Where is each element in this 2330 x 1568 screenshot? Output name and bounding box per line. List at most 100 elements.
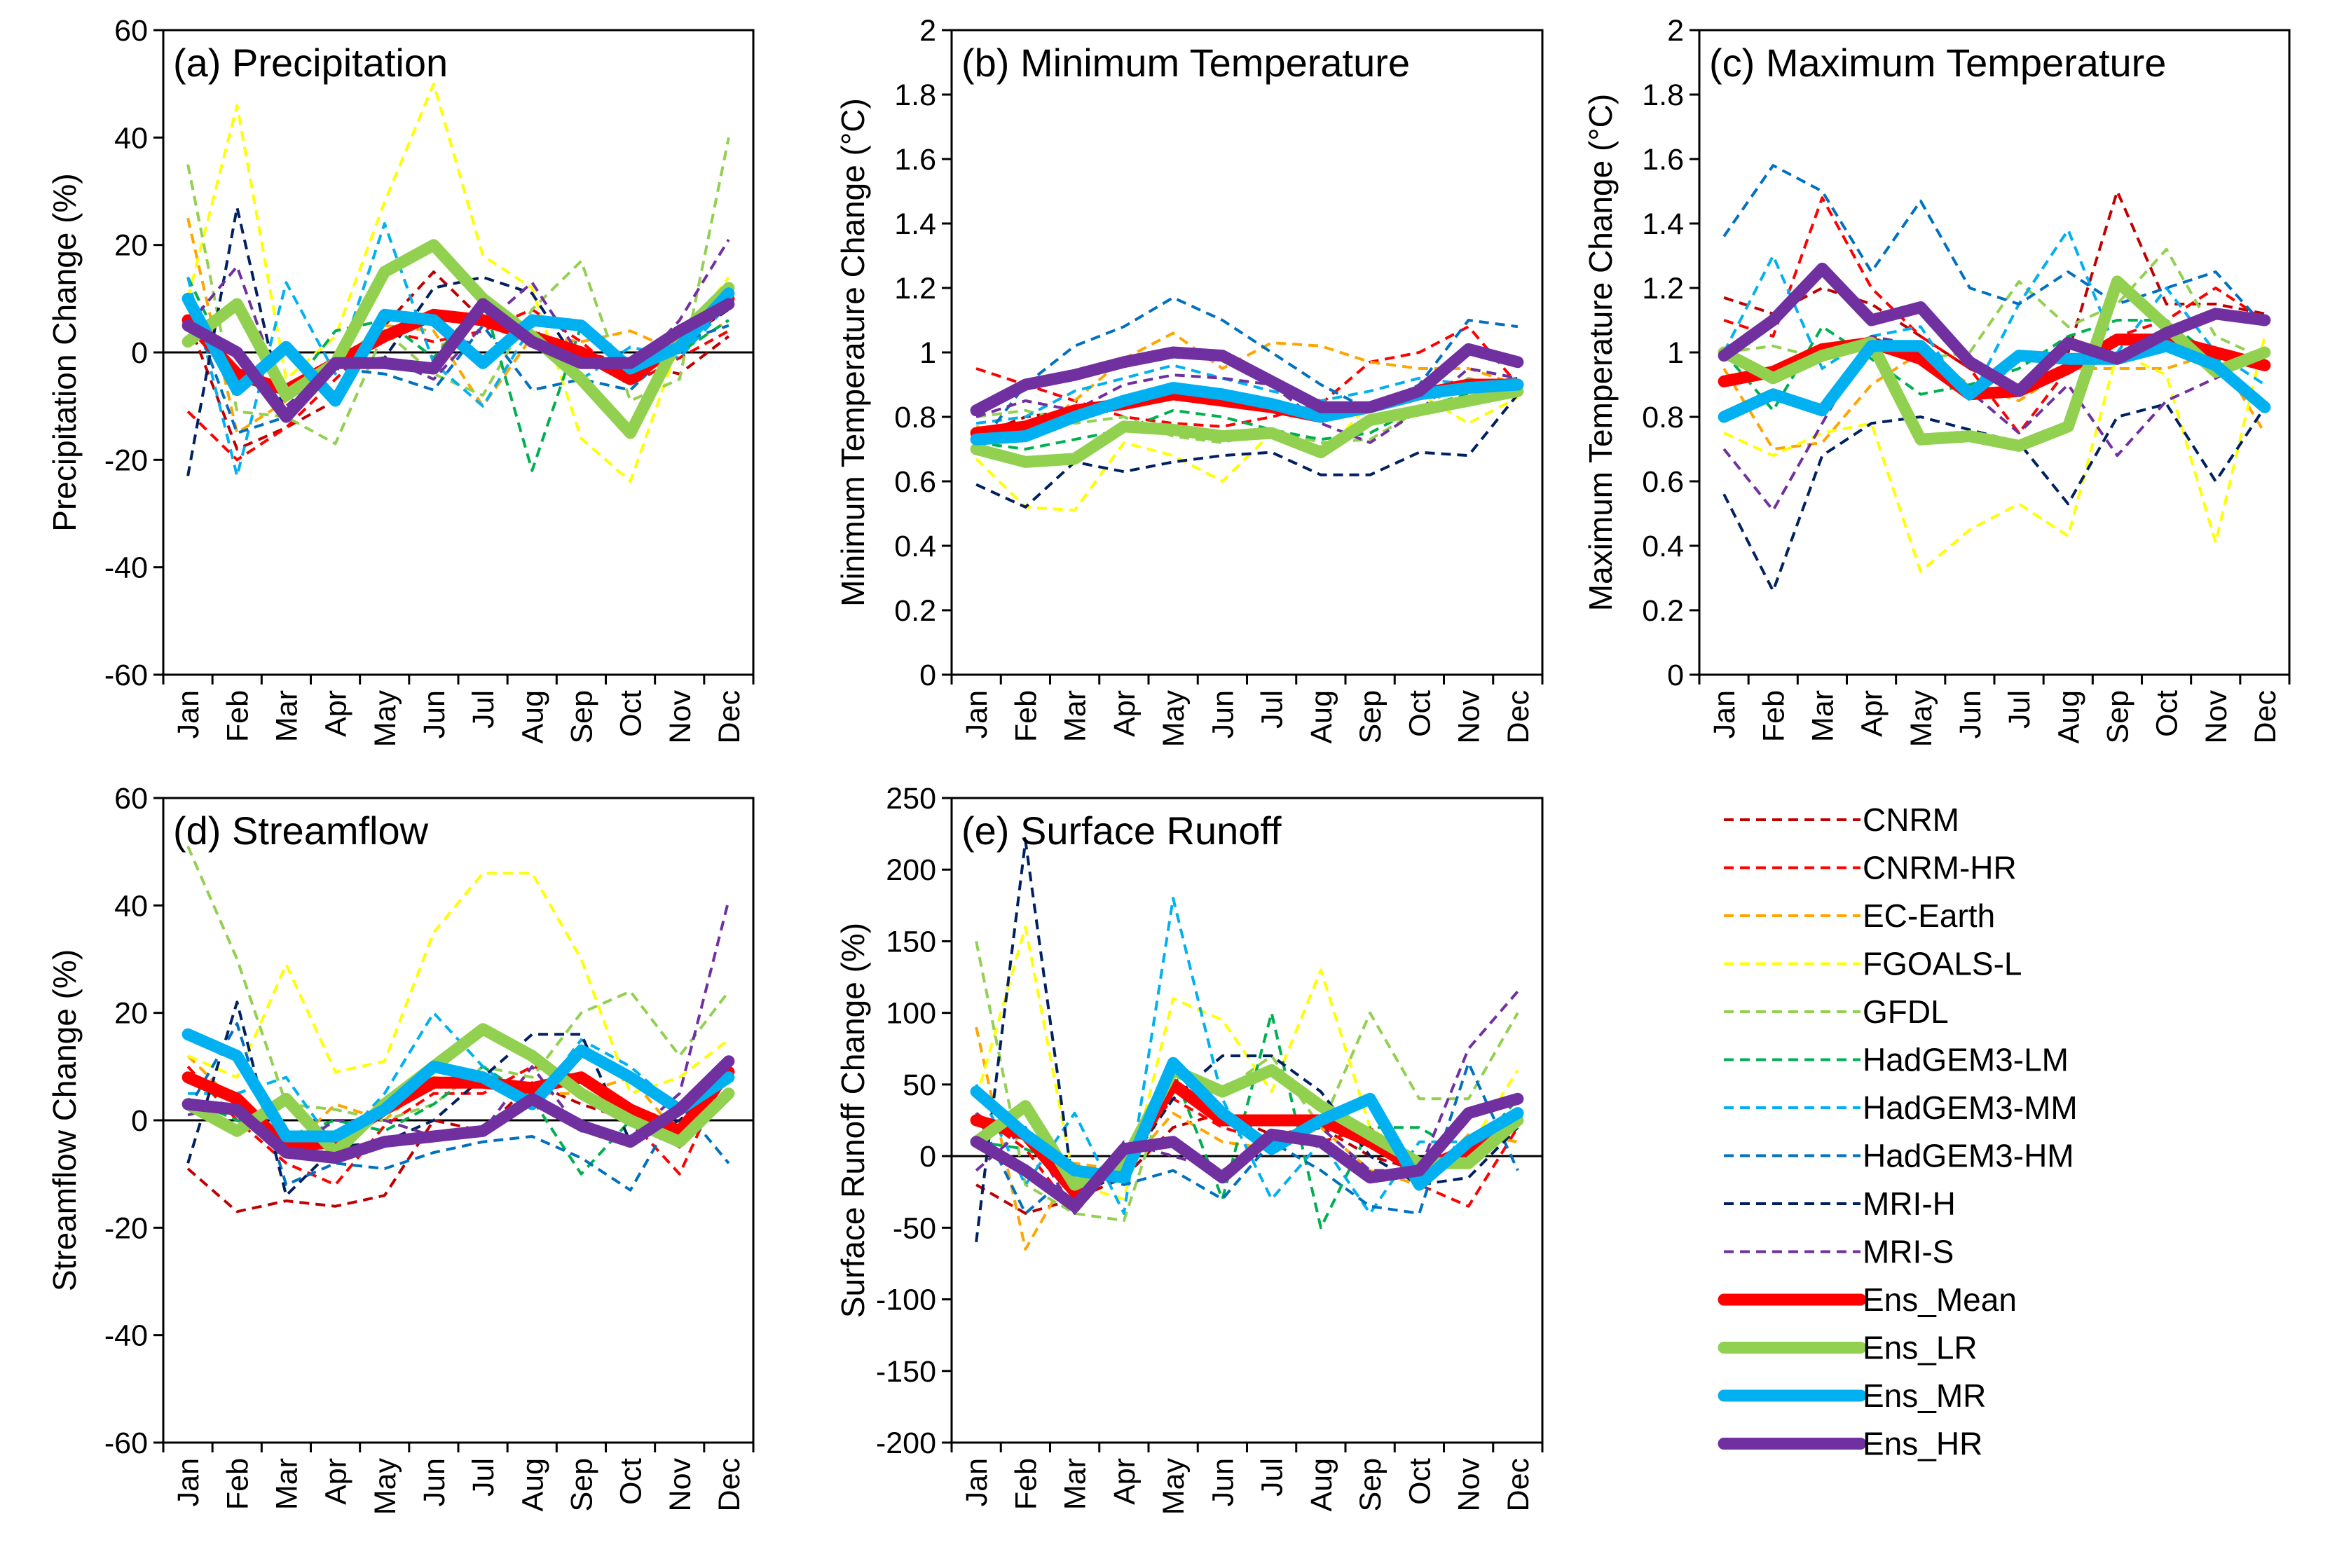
series-line-ens-mr [970,378,1524,446]
y-tick-label: 1.6 [1642,143,1684,177]
y-tick-label: -60 [104,1426,148,1460]
x-tick-label-may: May [1157,690,1191,748]
x-tick-label-jul: Jul [1256,690,1289,729]
y-axis-label: Minimum Temperature Change (°C) [835,98,871,607]
y-tick-label: 0.6 [894,465,936,499]
x-tick-label-aug: Aug [516,1458,549,1512]
x-tick-label-jul: Jul [467,1458,500,1497]
y-tick-label: 0 [919,1140,936,1174]
series-line-cnrm [1723,190,2266,393]
y-tick-label: -20 [104,443,148,477]
legend-item-ens-mr: Ens_MR [1718,1377,1986,1414]
legend-label: GFDL [1863,993,1949,1030]
y-tick-label: 0.4 [1642,530,1684,563]
legend-label: EC-Earth [1863,898,1995,934]
x-tick-label-feb: Feb [221,690,254,742]
y-tick-label: 1.2 [1642,272,1684,305]
x-tick-label-nov: Nov [664,1458,697,1512]
legend-label: Ens_MR [1863,1377,1986,1414]
x-tick-label-mar: Mar [1059,1458,1092,1510]
x-tick-label-nov: Nov [2200,690,2233,744]
y-tick-label: 1.4 [894,207,936,241]
legend-item-ens-hr: Ens_HR [1718,1426,1982,1462]
legend-label: Ens_HR [1863,1426,1982,1462]
x-tick-label-feb: Feb [1009,690,1043,742]
y-tick-label: 1 [919,336,936,370]
legend-label: CNRM-HR [1863,850,2017,886]
x-tick-label-mar: Mar [1806,690,1839,742]
y-tick-label: 0 [131,1104,148,1138]
chart-e-surface-runoff: -200 -150 -100 -50 0 50 100 150 200 250 Jan Feb Mar A… [835,782,1544,1515]
series-line-ens-hr [181,298,735,423]
y-tick-label: 20 [114,229,148,263]
x-tick-label-apr: Apr [1108,1458,1142,1505]
y-tick-label: 60 [114,14,148,48]
x-tick-label-aug: Aug [516,690,549,744]
x-tick-label-jun: Jun [418,1458,451,1506]
y-tick-label: 1.8 [894,78,936,112]
x-tick-label-oct: Oct [1403,690,1437,737]
series-line-ens-lr [970,385,1524,468]
series-line-ens-mr [181,1028,735,1143]
x-tick-label-sep: Sep [565,690,598,744]
x-tick-label-feb: Feb [1009,1458,1043,1510]
x-tick-label-jun: Jun [418,690,451,738]
x-tick-label-nov: Nov [664,690,697,744]
legend: CNRM CNRM-HR EC-Earth FGOALS-L GFDL HadGEM3-L… [1718,802,2078,1462]
x-tick-label-may: May [369,690,402,748]
x-tick-label-dec: Dec [2249,690,2282,743]
x-tick-label-dec: Dec [1502,690,1535,743]
y-axis-label: Precipitation Change (%) [46,173,83,531]
panel-title: (e) Surface Runoff [961,809,1282,853]
x-tick-label-jan: Jan [1708,690,1741,738]
legend-label: HadGEM3-LM [1863,1042,2069,1078]
x-tick-label-jul: Jul [1256,1458,1289,1497]
x-tick-label-oct: Oct [2151,690,2184,737]
x-tick-label-jun: Jun [1954,690,1987,738]
x-tick-label-mar: Mar [270,1458,303,1510]
y-tick-label: -40 [104,551,148,585]
series-line-fgoals-l [975,392,1519,512]
x-tick-label-apr: Apr [320,690,353,737]
x-tick-label-sep: Sep [565,1458,598,1512]
legend-item-cnrm-hr: CNRM-HR [1724,850,2017,886]
x-tick-label-apr: Apr [320,1458,353,1505]
series-line-cnrm-hr [1723,196,2266,434]
y-tick-label: 0.4 [894,530,936,563]
legend-label: CNRM [1863,802,1959,838]
legend-label: MRI-S [1863,1234,1954,1270]
x-tick-label-sep: Sep [2101,690,2134,744]
y-tick-label: -40 [104,1319,148,1353]
legend-item-ens-mean: Ens_Mean [1718,1281,2017,1318]
y-tick-label: 150 [886,925,936,958]
x-tick-label-jan: Jan [960,1458,994,1506]
y-axis-label: Streamflow Change (%) [46,949,83,1291]
y-tick-label: 1 [1667,336,1684,370]
y-tick-label: 0.2 [894,594,936,628]
x-tick-label-oct: Oct [615,690,648,737]
y-tick-label: -200 [876,1426,936,1460]
series-line-mri-h [975,393,1519,509]
x-tick-label-dec: Dec [713,690,746,743]
x-tick-label-may: May [1905,690,1938,748]
legend-item-cnrm: CNRM [1724,802,1959,838]
x-tick-label-jun: Jun [1206,1458,1240,1506]
legend-item-ec-earth: EC-Earth [1724,898,1995,934]
y-tick-label: -60 [104,659,148,692]
x-tick-label-sep: Sep [1354,690,1387,744]
y-tick-label: 1.2 [894,272,936,305]
x-tick-label-mar: Mar [270,690,303,742]
x-tick-label-nov: Nov [1453,1458,1486,1512]
y-tick-label: 100 [886,997,936,1031]
x-tick-label-may: May [1157,1458,1191,1515]
series-line-ens-lr [181,1023,735,1159]
panel-title: (b) Minimum Temperature [961,41,1410,85]
x-tick-label-feb: Feb [1757,690,1790,742]
legend-label: Ens_LR [1863,1330,1978,1366]
x-tick-label-may: May [369,1458,402,1515]
x-tick-label-jun: Jun [1206,690,1240,738]
x-tick-label-jan: Jan [172,1458,205,1506]
series-line-cnrm-hr [975,325,1519,428]
